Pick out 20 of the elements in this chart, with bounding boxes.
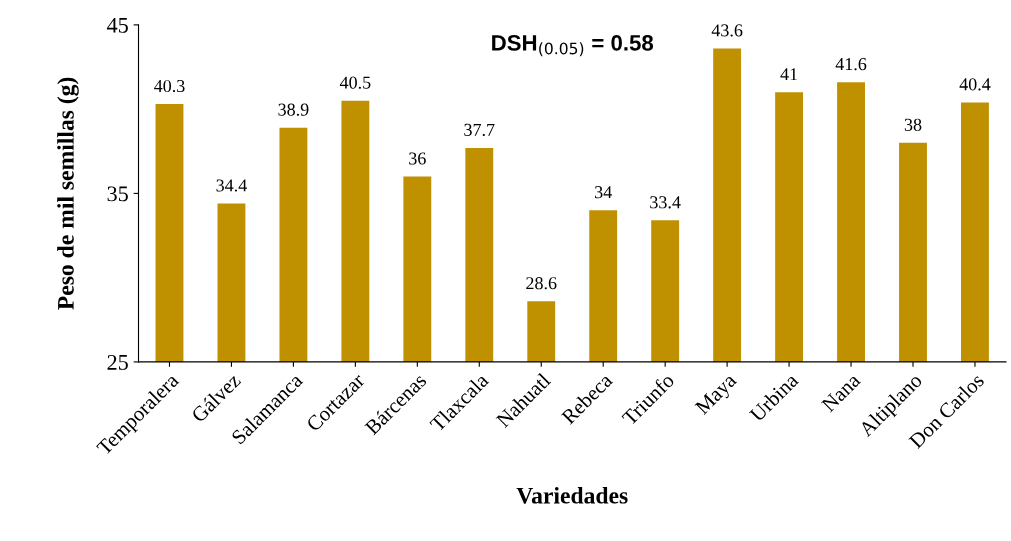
x-axis-title: Variedades	[516, 487, 628, 504]
data-label: 41	[780, 68, 798, 81]
data-label: 28.6	[526, 277, 557, 290]
annotation: DSH$_{(0.05)}$ = 0.58	[492, 35, 654, 57]
data-label: 34	[595, 186, 612, 199]
data-label: 43.6	[711, 24, 743, 37]
data-label: 40.3	[154, 79, 185, 93]
data-label: 36	[409, 152, 426, 165]
y-tick-label: 25	[107, 354, 128, 370]
y-tick-label: 35	[107, 186, 128, 202]
data-label: 38.9	[278, 103, 309, 116]
y-tick-label: 45	[107, 17, 128, 33]
data-label: 34.4	[216, 179, 247, 192]
y-axis-title: Peso de mil semillas (g)	[57, 77, 79, 310]
data-label: 40.4	[959, 78, 991, 91]
data-label: 37.7	[464, 123, 495, 136]
data-label: 40.5	[339, 76, 371, 89]
data-label: 38	[904, 118, 922, 131]
data-label: 33.4	[650, 196, 681, 209]
data-label: 41.6	[835, 58, 867, 71]
